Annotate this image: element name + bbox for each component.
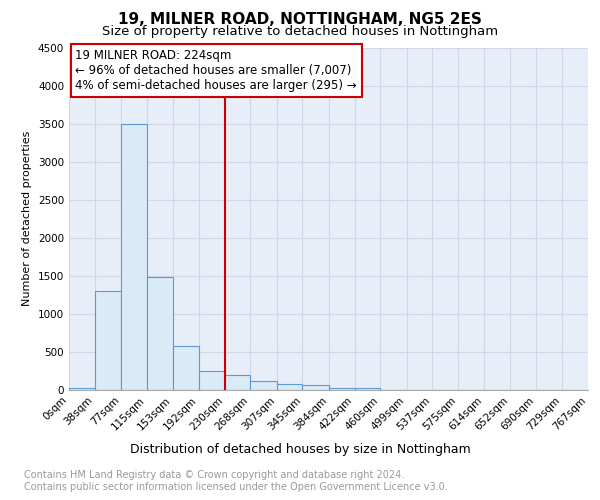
Text: 19, MILNER ROAD, NOTTINGHAM, NG5 2ES: 19, MILNER ROAD, NOTTINGHAM, NG5 2ES — [118, 12, 482, 28]
Bar — [121, 124, 147, 390]
Bar — [277, 384, 302, 390]
Bar — [147, 278, 173, 390]
Bar — [95, 291, 121, 390]
Bar — [224, 375, 250, 390]
Bar — [329, 388, 355, 390]
Bar — [355, 388, 380, 390]
Y-axis label: Number of detached properties: Number of detached properties — [22, 131, 32, 306]
Text: Contains HM Land Registry data © Crown copyright and database right 2024.: Contains HM Land Registry data © Crown c… — [24, 470, 404, 480]
Bar — [199, 371, 224, 390]
Text: 19 MILNER ROAD: 224sqm
← 96% of detached houses are smaller (7,007)
4% of semi-d: 19 MILNER ROAD: 224sqm ← 96% of detached… — [75, 49, 357, 92]
Text: Contains public sector information licensed under the Open Government Licence v3: Contains public sector information licen… — [24, 482, 448, 492]
Text: Size of property relative to detached houses in Nottingham: Size of property relative to detached ho… — [102, 25, 498, 38]
Bar — [69, 388, 95, 390]
Bar — [250, 381, 277, 390]
Bar — [302, 386, 329, 390]
Bar — [173, 346, 199, 390]
Text: Distribution of detached houses by size in Nottingham: Distribution of detached houses by size … — [130, 442, 470, 456]
